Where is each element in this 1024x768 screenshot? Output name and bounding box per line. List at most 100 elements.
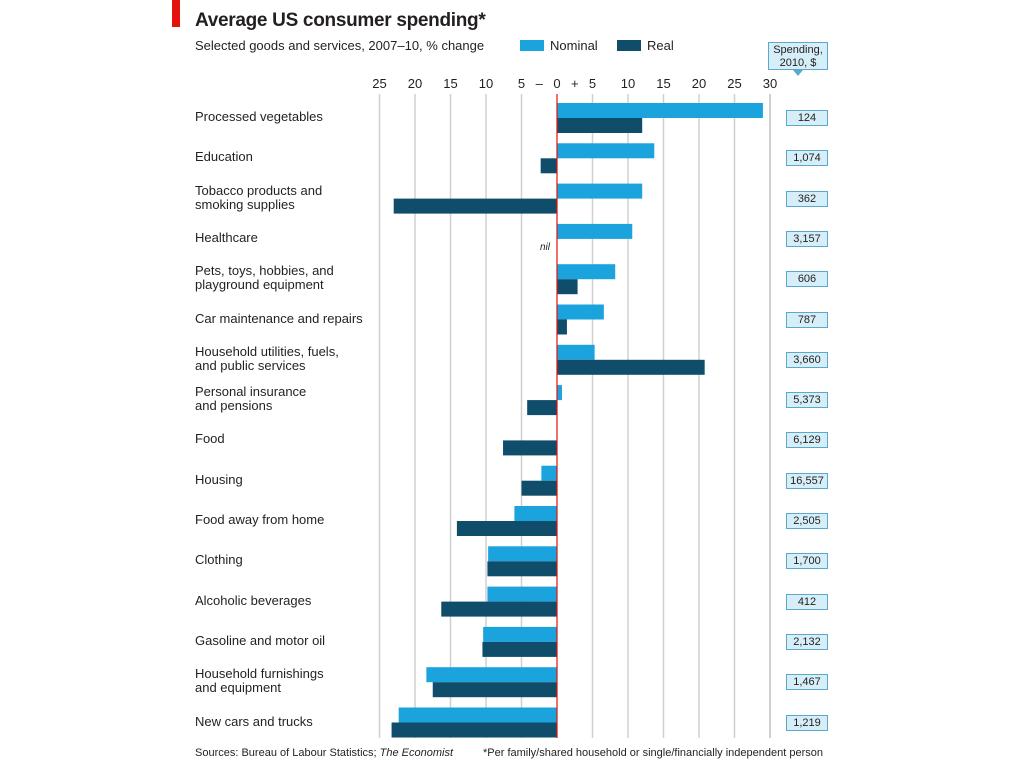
x-tick-label: 15 bbox=[656, 76, 670, 91]
spending-value: 16,557 bbox=[786, 472, 828, 489]
chart-subtitle: Selected goods and services, 2007–10, % … bbox=[195, 38, 485, 53]
category-label: Car maintenance and repairs bbox=[195, 310, 365, 326]
bar-real bbox=[521, 480, 557, 496]
x-tick-label: 20 bbox=[692, 76, 706, 91]
bar-real bbox=[557, 359, 705, 375]
category-label: Housing bbox=[195, 471, 365, 487]
spending-value: 124 bbox=[786, 110, 828, 126]
category-label-line: Pets, toys, hobbies, and bbox=[195, 263, 334, 279]
x-tick-label: 10 bbox=[479, 76, 493, 91]
nil-annotation: nil bbox=[540, 242, 551, 253]
footer-source-text: Sources: Bureau of Labour Statistics; bbox=[195, 747, 380, 759]
category-label-line: playground equipment bbox=[195, 277, 324, 293]
bar-real bbox=[487, 561, 557, 577]
category-label: Food away from home bbox=[195, 513, 365, 527]
bar-nominal bbox=[557, 264, 616, 280]
legend-item-nominal: Nominal bbox=[520, 38, 598, 53]
bar-real bbox=[456, 521, 557, 536]
bar-nominal bbox=[557, 385, 562, 401]
category-label-line: Alcoholic beverages bbox=[195, 592, 312, 608]
legend-label-real: Real bbox=[647, 38, 674, 53]
bar-nominal bbox=[483, 626, 557, 642]
bar-real bbox=[540, 158, 557, 174]
bar-real bbox=[557, 118, 643, 133]
x-tick-label: 0 bbox=[553, 76, 560, 91]
bar-real bbox=[393, 198, 557, 214]
bar-nominal bbox=[487, 586, 557, 602]
bars bbox=[391, 103, 763, 738]
category-label-line: Processed vegetables bbox=[195, 109, 323, 124]
spending-value: 1,219 bbox=[786, 714, 828, 731]
bar-nominal bbox=[557, 304, 604, 320]
category-label-line: Gasoline and motor oil bbox=[195, 632, 326, 648]
bar-real bbox=[557, 279, 578, 295]
bar-real bbox=[482, 641, 557, 657]
legend-swatch-nominal bbox=[520, 40, 544, 51]
category-label: Household furnishings and equipment bbox=[195, 667, 365, 695]
bar-nominal bbox=[541, 465, 557, 481]
bar-real bbox=[391, 722, 557, 738]
category-label: New cars and trucks bbox=[195, 713, 365, 729]
x-tick-label: 20 bbox=[408, 76, 422, 91]
spending-value: 3,157 bbox=[786, 230, 828, 247]
category-label: Personal insurance and pensions bbox=[195, 385, 365, 413]
spending-value: 2,505 bbox=[786, 513, 828, 529]
category-label: Gasoline and motor oil bbox=[195, 632, 365, 648]
category-label-line: Housing bbox=[195, 471, 243, 487]
bar-nominal bbox=[488, 546, 557, 562]
footer-source: Sources: Bureau of Labour Statistics; Th… bbox=[195, 747, 453, 759]
x-tick-label: 5 bbox=[518, 76, 525, 91]
bar-real bbox=[432, 682, 557, 698]
accent-tab bbox=[172, 0, 180, 27]
chart-title: Average US consumer spending* bbox=[195, 10, 486, 31]
footer-source-italic: The Economist bbox=[379, 747, 454, 759]
bar-real bbox=[527, 400, 557, 416]
spending-value: 2,132 bbox=[786, 633, 828, 650]
legend-item-real: Real bbox=[617, 38, 674, 53]
x-tick-label: 25 bbox=[372, 76, 386, 91]
category-label-line: and equipment bbox=[195, 680, 282, 696]
bar-nominal bbox=[514, 506, 557, 521]
bar-nominal bbox=[557, 143, 655, 159]
category-label-line: Car maintenance and repairs bbox=[195, 310, 363, 326]
bar-nominal bbox=[557, 344, 595, 360]
x-tick-label: + bbox=[571, 76, 579, 91]
spending-value: 6,129 bbox=[786, 432, 828, 449]
grid-lines bbox=[378, 94, 771, 738]
bar-nominal bbox=[398, 707, 557, 723]
x-axis-ticks: 25 20 15 10 5–0 +5 10 15 20 25 30 bbox=[372, 76, 777, 91]
footer-note: *Per family/shared household or single/f… bbox=[483, 747, 823, 759]
category-label: Tobacco products and smoking supplies bbox=[195, 182, 365, 212]
bar-real bbox=[441, 601, 557, 617]
x-tick-label: 5 bbox=[589, 76, 596, 91]
bar-nominal bbox=[557, 223, 633, 239]
x-tick-label: 30 bbox=[763, 76, 777, 91]
spending-value: 412 bbox=[786, 593, 828, 610]
category-label-line: and public services bbox=[195, 357, 306, 373]
x-tick-label: – bbox=[536, 76, 544, 91]
category-label: Clothing bbox=[195, 553, 365, 567]
category-label-line: Tobacco products and bbox=[195, 182, 323, 198]
bar-real bbox=[557, 319, 567, 335]
spending-value: 3,660 bbox=[786, 351, 828, 368]
spending-value: 1,700 bbox=[786, 553, 828, 570]
bar-nominal bbox=[557, 183, 643, 199]
category-label-line: smoking supplies bbox=[195, 196, 295, 212]
x-tick-label: 15 bbox=[443, 76, 457, 91]
bar-nominal bbox=[426, 667, 557, 683]
spending-header-line1: Spending, bbox=[773, 44, 823, 56]
category-label: Alcoholic beverages bbox=[195, 592, 365, 608]
spending-header-line2: 2010, $ bbox=[779, 57, 817, 69]
category-label: Food bbox=[195, 432, 365, 446]
category-label-line: and pensions bbox=[195, 398, 273, 414]
spending-value: 606 bbox=[786, 271, 828, 288]
bar-nominal bbox=[557, 103, 763, 118]
category-label-line: Personal insurance bbox=[195, 384, 307, 400]
spending-value: 1,467 bbox=[786, 674, 828, 691]
category-label: Processed vegetables bbox=[195, 110, 365, 124]
category-label: Education bbox=[195, 150, 365, 164]
category-label: Household utilities, fuels, and public se… bbox=[195, 344, 365, 373]
category-label-line: New cars and trucks bbox=[195, 713, 313, 729]
spending-value: 362 bbox=[786, 190, 828, 207]
